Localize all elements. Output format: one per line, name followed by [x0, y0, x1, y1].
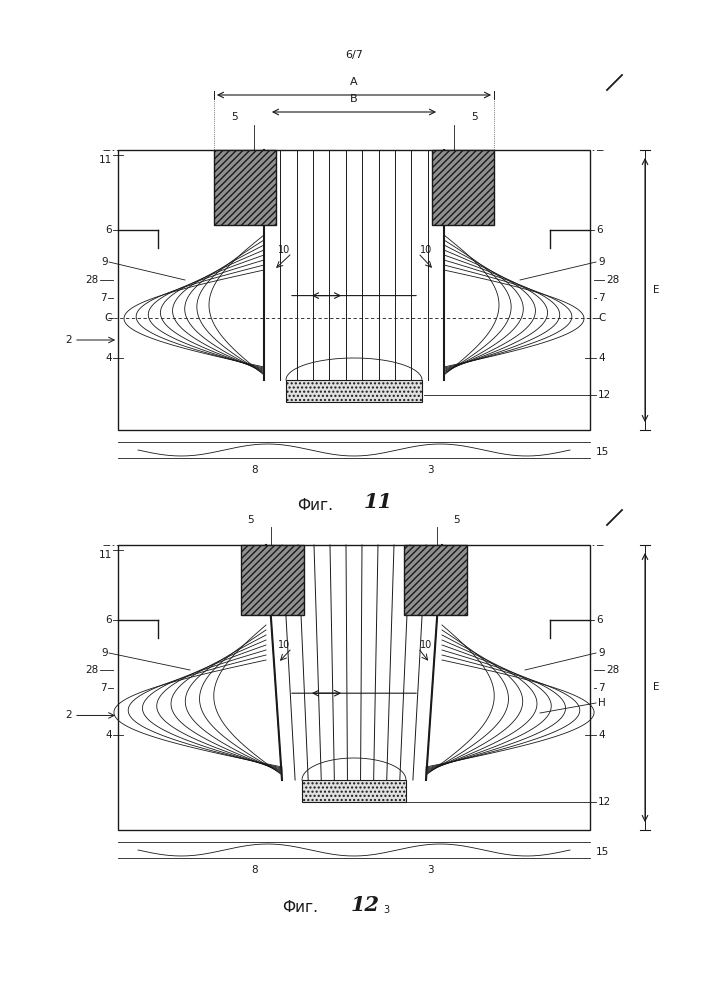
- Text: 6: 6: [596, 615, 602, 625]
- Text: 5: 5: [454, 515, 460, 525]
- Text: 10: 10: [278, 640, 290, 650]
- Text: 8: 8: [252, 465, 258, 475]
- Text: Фиг.: Фиг.: [282, 900, 318, 916]
- Bar: [286, 380, 422, 402]
- Bar: [404, 545, 467, 615]
- Text: 3: 3: [383, 905, 389, 915]
- Bar: [241, 545, 304, 615]
- Text: 6/7: 6/7: [345, 50, 363, 60]
- Text: 10: 10: [420, 640, 432, 650]
- Text: 4: 4: [598, 353, 604, 363]
- Text: 12: 12: [598, 797, 612, 807]
- Text: 15: 15: [596, 847, 609, 857]
- Text: 28: 28: [85, 665, 98, 675]
- Text: H: H: [598, 698, 606, 708]
- Text: 11: 11: [99, 155, 112, 165]
- Text: 7: 7: [598, 683, 604, 693]
- Text: 4: 4: [105, 353, 112, 363]
- Text: 6: 6: [596, 225, 602, 235]
- Text: 3: 3: [427, 465, 433, 475]
- Text: C: C: [598, 313, 605, 323]
- Text: E: E: [653, 285, 660, 295]
- Text: 9: 9: [101, 648, 108, 658]
- Text: 15: 15: [596, 447, 609, 457]
- Text: 7: 7: [598, 293, 604, 303]
- Text: 7: 7: [100, 293, 107, 303]
- Text: 11: 11: [99, 550, 112, 560]
- Text: 28: 28: [85, 275, 98, 285]
- Bar: [302, 780, 406, 802]
- Text: 8: 8: [252, 865, 258, 875]
- Text: 4: 4: [598, 730, 604, 740]
- Text: 4: 4: [105, 730, 112, 740]
- Bar: [432, 150, 494, 225]
- Text: 5: 5: [247, 515, 255, 525]
- Text: 5: 5: [471, 112, 477, 122]
- Text: 11: 11: [363, 492, 392, 512]
- Text: C: C: [105, 313, 112, 323]
- Text: 10: 10: [420, 245, 432, 255]
- Text: 3: 3: [427, 865, 433, 875]
- Text: 7: 7: [100, 683, 107, 693]
- Text: Фиг.: Фиг.: [297, 497, 333, 512]
- Text: 28: 28: [606, 275, 619, 285]
- Text: 9: 9: [598, 648, 604, 658]
- Bar: [214, 150, 276, 225]
- Text: 28: 28: [606, 665, 619, 675]
- Text: 9: 9: [598, 257, 604, 267]
- Text: B: B: [350, 94, 358, 104]
- Text: 12: 12: [598, 390, 612, 400]
- Text: 2: 2: [65, 710, 72, 720]
- Text: 10: 10: [278, 245, 290, 255]
- Text: 12: 12: [351, 895, 380, 915]
- Text: 2: 2: [65, 335, 72, 345]
- Text: A: A: [350, 77, 358, 87]
- Text: 6: 6: [105, 615, 112, 625]
- Text: 9: 9: [101, 257, 108, 267]
- Text: E: E: [653, 682, 660, 692]
- Bar: [118, 545, 590, 830]
- Bar: [118, 150, 590, 430]
- Text: 6: 6: [105, 225, 112, 235]
- Text: 5: 5: [230, 112, 238, 122]
